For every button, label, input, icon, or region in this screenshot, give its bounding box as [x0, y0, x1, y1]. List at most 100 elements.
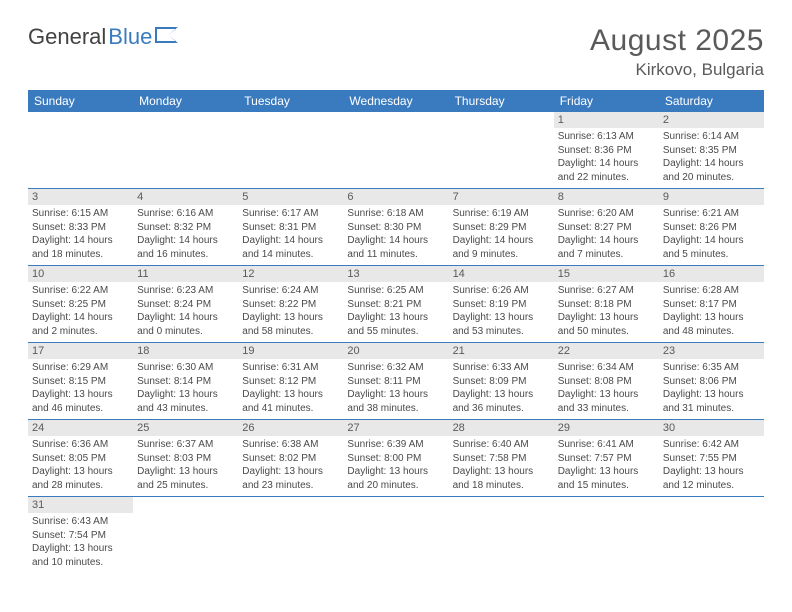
day-number: 6 — [343, 189, 448, 205]
sunset-text: Sunset: 7:57 PM — [558, 452, 655, 466]
sunset-text: Sunset: 8:36 PM — [558, 144, 655, 158]
sunrise-text: Sunrise: 6:20 AM — [558, 207, 655, 221]
sunset-text: Sunset: 8:06 PM — [663, 375, 760, 389]
day-details: Sunrise: 6:18 AMSunset: 8:30 PMDaylight:… — [343, 205, 448, 265]
sunrise-text: Sunrise: 6:24 AM — [242, 284, 339, 298]
sunrise-text: Sunrise: 6:14 AM — [663, 130, 760, 144]
daylight-line2: and 28 minutes. — [32, 479, 129, 493]
day-cell: 20Sunrise: 6:32 AMSunset: 8:11 PMDayligh… — [343, 343, 448, 420]
sunset-text: Sunset: 8:02 PM — [242, 452, 339, 466]
sunrise-text: Sunrise: 6:30 AM — [137, 361, 234, 375]
day-number: 25 — [133, 420, 238, 436]
day-number: 28 — [449, 420, 554, 436]
day-details: Sunrise: 6:39 AMSunset: 8:00 PMDaylight:… — [343, 436, 448, 496]
day-details: Sunrise: 6:40 AMSunset: 7:58 PMDaylight:… — [449, 436, 554, 496]
day-details: Sunrise: 6:24 AMSunset: 8:22 PMDaylight:… — [238, 282, 343, 342]
daylight-line1: Daylight: 13 hours — [137, 465, 234, 479]
week-row: 24Sunrise: 6:36 AMSunset: 8:05 PMDayligh… — [28, 420, 764, 497]
sunset-text: Sunset: 8:12 PM — [242, 375, 339, 389]
day-cell: 18Sunrise: 6:30 AMSunset: 8:14 PMDayligh… — [133, 343, 238, 420]
daylight-line2: and 5 minutes. — [663, 248, 760, 262]
day-cell: 2Sunrise: 6:14 AMSunset: 8:35 PMDaylight… — [659, 112, 764, 189]
day-details: Sunrise: 6:43 AMSunset: 7:54 PMDaylight:… — [28, 513, 133, 573]
day-details: Sunrise: 6:29 AMSunset: 8:15 PMDaylight:… — [28, 359, 133, 419]
day-cell — [238, 112, 343, 189]
sunrise-text: Sunrise: 6:22 AM — [32, 284, 129, 298]
daylight-line1: Daylight: 13 hours — [558, 388, 655, 402]
daylight-line1: Daylight: 14 hours — [663, 234, 760, 248]
day-number: 8 — [554, 189, 659, 205]
day-number: 27 — [343, 420, 448, 436]
sunrise-text: Sunrise: 6:16 AM — [137, 207, 234, 221]
daylight-line1: Daylight: 14 hours — [453, 234, 550, 248]
sunset-text: Sunset: 8:08 PM — [558, 375, 655, 389]
day-number: 11 — [133, 266, 238, 282]
weekday-header: Sunday — [28, 90, 133, 112]
calendar-table: Sunday Monday Tuesday Wednesday Thursday… — [28, 90, 764, 573]
daylight-line2: and 10 minutes. — [32, 556, 129, 570]
sunset-text: Sunset: 8:29 PM — [453, 221, 550, 235]
day-number — [28, 112, 133, 116]
day-cell: 25Sunrise: 6:37 AMSunset: 8:03 PMDayligh… — [133, 420, 238, 497]
day-details: Sunrise: 6:16 AMSunset: 8:32 PMDaylight:… — [133, 205, 238, 265]
flag-icon — [154, 24, 182, 50]
daylight-line2: and 36 minutes. — [453, 402, 550, 416]
day-cell: 3Sunrise: 6:15 AMSunset: 8:33 PMDaylight… — [28, 189, 133, 266]
daylight-line2: and 31 minutes. — [663, 402, 760, 416]
day-cell: 12Sunrise: 6:24 AMSunset: 8:22 PMDayligh… — [238, 266, 343, 343]
week-row: 1Sunrise: 6:13 AMSunset: 8:36 PMDaylight… — [28, 112, 764, 189]
weekday-header: Friday — [554, 90, 659, 112]
sunset-text: Sunset: 8:33 PM — [32, 221, 129, 235]
sunrise-text: Sunrise: 6:17 AM — [242, 207, 339, 221]
sunset-text: Sunset: 8:09 PM — [453, 375, 550, 389]
sunrise-text: Sunrise: 6:15 AM — [32, 207, 129, 221]
daylight-line1: Daylight: 13 hours — [32, 542, 129, 556]
day-details: Sunrise: 6:35 AMSunset: 8:06 PMDaylight:… — [659, 359, 764, 419]
day-cell: 26Sunrise: 6:38 AMSunset: 8:02 PMDayligh… — [238, 420, 343, 497]
daylight-line1: Daylight: 13 hours — [663, 465, 760, 479]
day-number: 1 — [554, 112, 659, 128]
day-number: 29 — [554, 420, 659, 436]
daylight-line2: and 14 minutes. — [242, 248, 339, 262]
weekday-header: Thursday — [449, 90, 554, 112]
sunrise-text: Sunrise: 6:28 AM — [663, 284, 760, 298]
daylight-line2: and 43 minutes. — [137, 402, 234, 416]
day-number: 2 — [659, 112, 764, 128]
day-details: Sunrise: 6:17 AMSunset: 8:31 PMDaylight:… — [238, 205, 343, 265]
day-cell — [133, 112, 238, 189]
daylight-line1: Daylight: 14 hours — [137, 311, 234, 325]
daylight-line1: Daylight: 13 hours — [453, 388, 550, 402]
daylight-line2: and 15 minutes. — [558, 479, 655, 493]
day-number — [659, 497, 764, 501]
sunset-text: Sunset: 8:35 PM — [663, 144, 760, 158]
daylight-line1: Daylight: 13 hours — [347, 388, 444, 402]
day-number: 5 — [238, 189, 343, 205]
daylight-line2: and 53 minutes. — [453, 325, 550, 339]
logo-text-blue: Blue — [108, 24, 152, 50]
daylight-line1: Daylight: 13 hours — [32, 465, 129, 479]
day-number: 10 — [28, 266, 133, 282]
day-number: 24 — [28, 420, 133, 436]
day-cell: 23Sunrise: 6:35 AMSunset: 8:06 PMDayligh… — [659, 343, 764, 420]
daylight-line2: and 18 minutes. — [453, 479, 550, 493]
daylight-line2: and 20 minutes. — [663, 171, 760, 185]
day-details: Sunrise: 6:28 AMSunset: 8:17 PMDaylight:… — [659, 282, 764, 342]
sunrise-text: Sunrise: 6:32 AM — [347, 361, 444, 375]
day-number: 30 — [659, 420, 764, 436]
daylight-line2: and 22 minutes. — [558, 171, 655, 185]
daylight-line1: Daylight: 14 hours — [32, 234, 129, 248]
day-cell — [449, 497, 554, 574]
day-number: 21 — [449, 343, 554, 359]
day-details: Sunrise: 6:21 AMSunset: 8:26 PMDaylight:… — [659, 205, 764, 265]
day-number — [449, 497, 554, 501]
day-cell: 24Sunrise: 6:36 AMSunset: 8:05 PMDayligh… — [28, 420, 133, 497]
day-cell: 7Sunrise: 6:19 AMSunset: 8:29 PMDaylight… — [449, 189, 554, 266]
sunrise-text: Sunrise: 6:27 AM — [558, 284, 655, 298]
day-details: Sunrise: 6:36 AMSunset: 8:05 PMDaylight:… — [28, 436, 133, 496]
day-details: Sunrise: 6:41 AMSunset: 7:57 PMDaylight:… — [554, 436, 659, 496]
daylight-line1: Daylight: 13 hours — [663, 311, 760, 325]
daylight-line2: and 11 minutes. — [347, 248, 444, 262]
daylight-line1: Daylight: 13 hours — [558, 311, 655, 325]
header: GeneralBlue August 2025 Kirkovo, Bulgari… — [28, 24, 764, 80]
sunrise-text: Sunrise: 6:13 AM — [558, 130, 655, 144]
